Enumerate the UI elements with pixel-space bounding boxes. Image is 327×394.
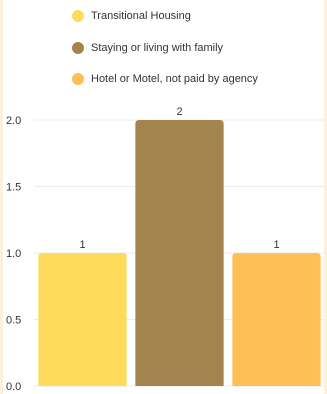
legend-label: Transitional Housing [91, 10, 191, 22]
bar-value-label: 2 [176, 106, 182, 118]
y-tick-label: 1.0 [6, 248, 21, 260]
legend-item-transitional-housing[interactable]: Transitional Housing [72, 8, 322, 24]
legend-swatch [72, 73, 84, 85]
bar[interactable] [38, 253, 127, 386]
data-labels: 1 2 1 [79, 106, 279, 251]
legend-item-staying-with-family[interactable]: Staying or living with family [72, 40, 322, 56]
y-tick-label: 2.0 [6, 115, 21, 127]
bar-value-label: 1 [273, 239, 279, 251]
legend-item-hotel-motel[interactable]: Hotel or Motel, not paid by agency [72, 71, 322, 87]
legend-swatch [72, 10, 84, 22]
bars [38, 120, 321, 386]
bar[interactable] [232, 253, 321, 386]
left-border [0, 0, 3, 394]
y-axis: 0.0 0.5 1.0 1.5 2.0 [6, 115, 21, 393]
legend-swatch [72, 41, 84, 54]
bar-value-label: 1 [79, 239, 85, 251]
bar[interactable] [135, 120, 224, 386]
y-tick-label: 1.5 [6, 182, 21, 194]
right-border [324, 0, 327, 394]
y-tick-label: 0.5 [6, 315, 21, 327]
chart-legend: Transitional Housing Staying or living w… [72, 8, 322, 103]
y-tick-label: 0.0 [6, 381, 21, 393]
legend-label: Staying or living with family [91, 41, 224, 54]
legend-label: Hotel or Motel, not paid by agency [91, 73, 258, 85]
